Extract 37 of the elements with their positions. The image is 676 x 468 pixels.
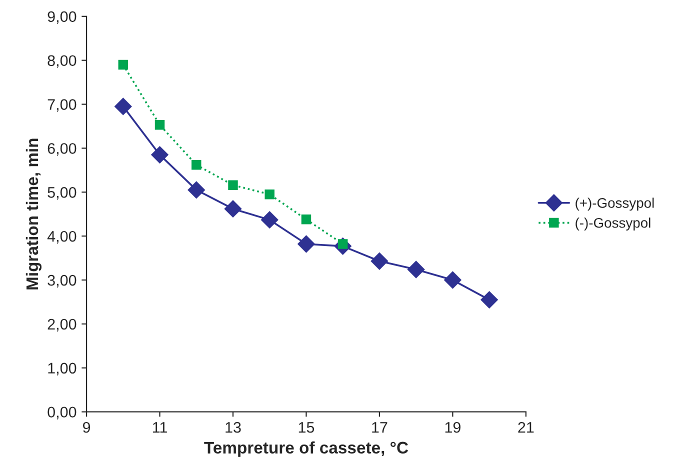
y-tick-label: 1,00 xyxy=(48,362,76,376)
y-tick-label: 6,00 xyxy=(48,143,76,156)
point xyxy=(370,252,388,270)
y-tick-label: 9,00 xyxy=(48,11,76,24)
point xyxy=(151,146,168,164)
point xyxy=(118,60,128,70)
x-tick-label: 21 xyxy=(518,422,534,433)
y-tick-label: 5,00 xyxy=(48,187,76,200)
y-tick-label: 8,00 xyxy=(48,55,76,68)
point xyxy=(408,260,425,278)
point xyxy=(188,181,205,198)
x-tick-label: 19 xyxy=(445,422,460,433)
x-tick-label: 17 xyxy=(372,422,388,433)
point xyxy=(228,180,238,190)
point xyxy=(154,120,165,130)
point xyxy=(114,98,132,116)
legend-label: (+)-Gossypol xyxy=(576,198,654,211)
x-tick-label: 13 xyxy=(226,422,241,433)
point xyxy=(261,211,278,228)
point xyxy=(480,291,498,308)
point xyxy=(224,200,242,218)
x-tick-label: 9 xyxy=(82,422,90,433)
y-tick-label: 7,00 xyxy=(48,99,76,112)
point xyxy=(264,189,274,200)
y-tick-label: 4,00 xyxy=(47,230,76,244)
x-tick-label: 15 xyxy=(298,422,314,433)
y-tick-label: 0,00 xyxy=(48,406,76,420)
legend-label: (-)-Gossypol xyxy=(576,218,650,231)
y-axis-title: Migration time, min xyxy=(26,138,42,290)
point xyxy=(192,160,202,170)
point xyxy=(298,235,315,253)
point xyxy=(301,214,312,224)
point xyxy=(444,271,462,289)
y-tick-label: 2,00 xyxy=(48,318,76,332)
y-tick-label: 3,00 xyxy=(48,274,76,288)
x-tick-label: 11 xyxy=(152,422,167,433)
x-axis-title: Tempreture of cassete, °C xyxy=(204,441,408,457)
